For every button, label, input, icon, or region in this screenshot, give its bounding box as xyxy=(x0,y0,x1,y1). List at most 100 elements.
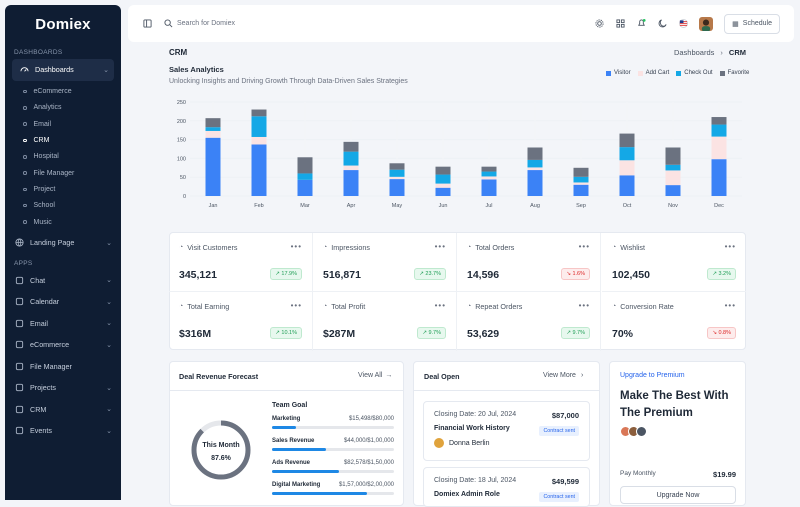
more-icon[interactable]: ••• xyxy=(724,301,736,310)
bar-add-cart-apr[interactable] xyxy=(343,165,359,171)
bar-check-out-mar[interactable] xyxy=(297,173,313,180)
sidebar-subitem-music[interactable]: Music xyxy=(5,214,121,230)
sidebar-subitem-project[interactable]: Project xyxy=(5,181,121,197)
dark-mode-icon[interactable] xyxy=(657,19,667,29)
flag-icon[interactable] xyxy=(678,19,688,29)
bar-favorite-sep[interactable] xyxy=(573,167,589,177)
bar-visitor-sep[interactable] xyxy=(573,184,589,196)
bar-check-out-jun[interactable] xyxy=(435,174,451,184)
bar-add-cart-may[interactable] xyxy=(389,176,405,180)
stat-card: ◔ Wishlist ••• 102,450 ↗ 3.2% xyxy=(602,233,746,292)
sidebar-toggle-icon[interactable] xyxy=(142,19,152,29)
stat-value: $287M xyxy=(323,328,356,340)
bar-visitor-oct[interactable] xyxy=(619,175,635,196)
bar-visitor-aug[interactable] xyxy=(527,170,543,196)
bar-add-cart-dec[interactable] xyxy=(711,136,727,160)
bar-add-cart-sep[interactable] xyxy=(573,182,589,185)
more-icon[interactable]: ••• xyxy=(724,242,736,251)
bar-favorite-feb[interactable] xyxy=(251,109,267,117)
bar-check-out-nov[interactable] xyxy=(665,164,681,171)
bar-check-out-jan[interactable] xyxy=(205,127,221,131)
more-icon[interactable]: ••• xyxy=(434,301,446,310)
bar-favorite-oct[interactable] xyxy=(619,133,635,148)
bar-favorite-aug[interactable] xyxy=(527,147,543,160)
bar-add-cart-oct[interactable] xyxy=(619,160,635,176)
bar-check-out-sep[interactable] xyxy=(573,176,589,183)
upgrade-now-button[interactable]: Upgrade Now xyxy=(620,486,736,504)
bar-add-cart-feb[interactable] xyxy=(251,136,267,145)
bar-visitor-jan[interactable] xyxy=(205,137,221,196)
bar-visitor-apr[interactable] xyxy=(343,170,359,196)
bar-favorite-nov[interactable] xyxy=(665,147,681,165)
bar-check-out-oct[interactable] xyxy=(619,147,635,161)
sidebar-subitem-crm[interactable]: CRM xyxy=(5,132,121,148)
bar-favorite-may[interactable] xyxy=(389,163,405,170)
bar-check-out-jul[interactable] xyxy=(481,171,497,177)
stat-change: 23.7% xyxy=(425,271,441,277)
more-icon[interactable]: ••• xyxy=(290,242,302,251)
bar-add-cart-nov[interactable] xyxy=(665,170,681,186)
sidebar-subitem-school[interactable]: School xyxy=(5,198,121,214)
sidebar-item-dashboards[interactable]: Dashboards ⌄ xyxy=(12,59,114,81)
deal-card[interactable]: Closing Date: 18 Jul, 2024 $49,599 Domie… xyxy=(423,467,590,507)
sidebar-subitem-analytics[interactable]: Analytics xyxy=(5,100,121,116)
bar-visitor-nov[interactable] xyxy=(665,185,681,196)
sidebar-item-file-manager[interactable]: File Manager xyxy=(5,356,121,378)
bar-favorite-jan[interactable] xyxy=(205,118,221,128)
bar-check-out-dec[interactable] xyxy=(711,124,727,137)
bar-favorite-dec[interactable] xyxy=(711,117,727,125)
settings-icon[interactable] xyxy=(594,19,604,29)
bar-visitor-may[interactable] xyxy=(389,179,405,196)
view-all-link[interactable]: View All → xyxy=(358,372,392,379)
brand-logo[interactable]: Domiex xyxy=(5,5,121,43)
sidebar-item-projects[interactable]: Projects ⌄ xyxy=(5,377,121,399)
sidebar-item-email[interactable]: Email ⌄ xyxy=(5,313,121,335)
legend-item[interactable]: Favorite xyxy=(719,70,749,76)
bar-visitor-dec[interactable] xyxy=(711,159,727,196)
bar-add-cart-jul[interactable] xyxy=(481,176,497,180)
bar-check-out-may[interactable] xyxy=(389,169,405,177)
bar-check-out-aug[interactable] xyxy=(527,159,543,168)
search-bar[interactable]: Search for Domiex xyxy=(163,19,235,29)
more-icon[interactable]: ••• xyxy=(578,242,590,251)
sidebar-subitem-hospital[interactable]: Hospital xyxy=(5,149,121,165)
bar-visitor-jun[interactable] xyxy=(435,187,451,196)
bar-visitor-feb[interactable] xyxy=(251,144,267,196)
user-avatar[interactable] xyxy=(699,16,714,31)
sidebar-item-landing-page[interactable]: Landing Page ⌄ xyxy=(5,232,121,254)
deal-card[interactable]: Closing Date: 20 Jul, 2024 $87,000 Finan… xyxy=(423,401,590,461)
sidebar-item-ecommerce[interactable]: eCommerce ⌄ xyxy=(5,334,121,356)
bar-favorite-mar[interactable] xyxy=(297,157,313,174)
bar-add-cart-jun[interactable] xyxy=(435,183,451,188)
upgrade-link[interactable]: Upgrade to Premium xyxy=(620,372,685,379)
notification-icon[interactable] xyxy=(636,19,646,29)
bar-check-out-apr[interactable] xyxy=(343,151,359,166)
apps-grid-icon[interactable] xyxy=(615,19,625,29)
view-more-link[interactable]: View More › xyxy=(543,372,583,379)
bar-favorite-apr[interactable] xyxy=(343,141,359,152)
sidebar-item-chat[interactable]: Chat ⌄ xyxy=(5,270,121,292)
sidebar-subitem-ecommerce[interactable]: eCommerce xyxy=(5,84,121,100)
legend-label: Visitor xyxy=(614,70,631,76)
sidebar-subitem-email[interactable]: Email xyxy=(5,116,121,132)
bar-visitor-mar[interactable] xyxy=(297,179,313,196)
sidebar-item-events[interactable]: Events ⌄ xyxy=(5,420,121,442)
more-icon[interactable]: ••• xyxy=(290,301,302,310)
bar-visitor-jul[interactable] xyxy=(481,179,497,196)
sidebar-item-calendar[interactable]: Calendar ⌄ xyxy=(5,291,121,313)
more-icon[interactable]: ••• xyxy=(434,242,446,251)
schedule-button[interactable]: ▦ Schedule xyxy=(724,13,780,34)
legend-item[interactable]: Visitor xyxy=(606,70,631,76)
bar-favorite-jul[interactable] xyxy=(481,166,497,172)
sidebar-item-crm[interactable]: CRM ⌄ xyxy=(5,399,121,421)
bar-favorite-jun[interactable] xyxy=(435,166,451,175)
sidebar-subitem-file-manager[interactable]: File Manager xyxy=(5,165,121,181)
bar-add-cart-aug[interactable] xyxy=(527,167,543,171)
bar-check-out-feb[interactable] xyxy=(251,116,267,137)
legend-item[interactable]: Check Out xyxy=(676,70,713,76)
search-input[interactable]: Search for Domiex xyxy=(177,20,235,27)
breadcrumb-link[interactable]: Dashboards xyxy=(673,48,715,57)
bar-add-cart-jan[interactable] xyxy=(205,130,221,138)
legend-item[interactable]: Add Cart xyxy=(637,70,669,76)
more-icon[interactable]: ••• xyxy=(578,301,590,310)
